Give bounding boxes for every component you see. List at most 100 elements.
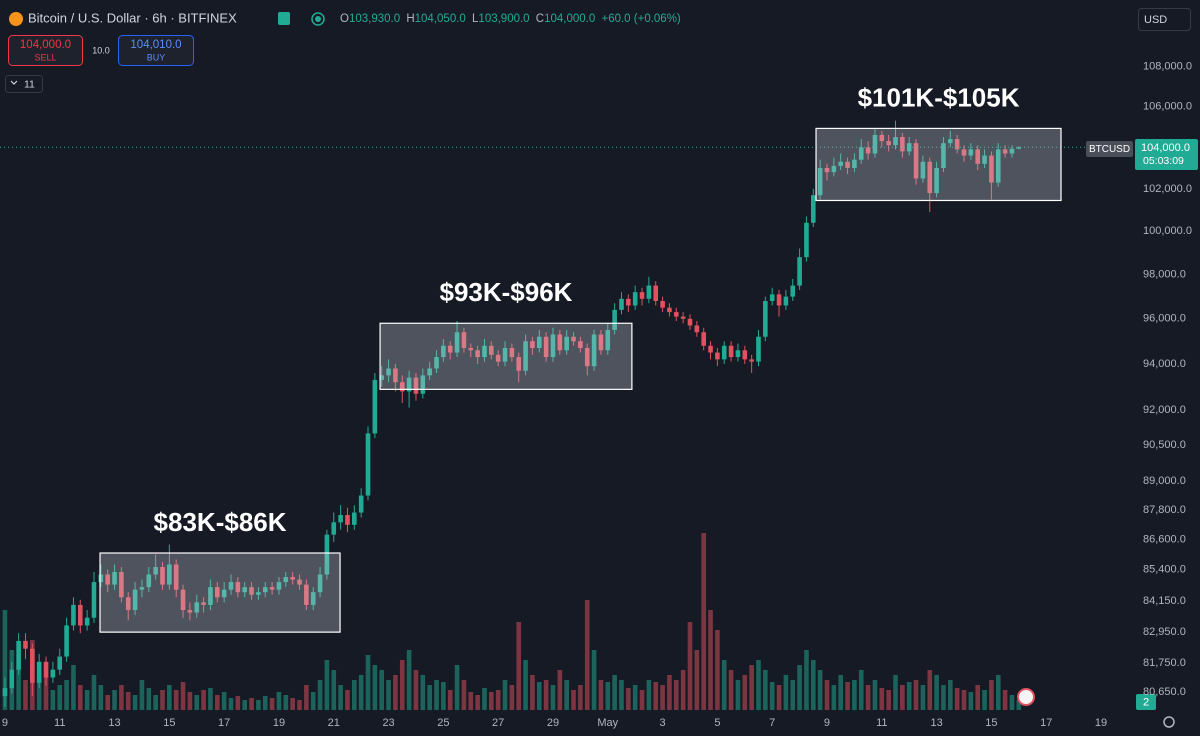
volume-bar — [934, 675, 939, 710]
x-tick-label: 11 — [54, 717, 65, 729]
sell-button[interactable] — [8, 35, 83, 66]
candle-body — [235, 582, 241, 593]
candle-body — [639, 292, 645, 299]
candle-body — [365, 433, 371, 496]
candle-body — [954, 139, 960, 150]
y-tick-label: 106,000.0 — [1143, 100, 1192, 112]
candle-body — [756, 336, 761, 362]
candle-body — [317, 574, 323, 593]
indicator-toggle[interactable] — [5, 75, 43, 93]
status-icon[interactable] — [311, 12, 325, 26]
volume-bar — [564, 680, 569, 710]
candle-body — [852, 159, 857, 168]
candle-body — [372, 379, 378, 434]
candle-body — [564, 336, 569, 351]
candle-body — [660, 301, 665, 308]
candle-body — [667, 307, 672, 313]
volume-bar — [845, 682, 850, 710]
settings-icon[interactable] — [1163, 716, 1175, 728]
volume-bar — [550, 685, 556, 710]
currency-selector[interactable] — [1138, 8, 1191, 31]
x-tick-label: 21 — [328, 717, 340, 729]
symbol-title[interactable]: Bitcoin / U.S. Dollar · 6h · BITFINEX — [28, 10, 237, 25]
candle-body — [132, 589, 138, 611]
volume-bar — [434, 680, 439, 710]
volume-bar — [36, 670, 42, 710]
candle-body — [886, 141, 891, 146]
badge[interactable] — [1136, 694, 1156, 710]
volume-bar — [495, 690, 501, 710]
volume-bar — [214, 695, 220, 710]
volume-bar — [776, 685, 782, 710]
candle-body — [16, 640, 21, 670]
flag-icon[interactable] — [278, 12, 290, 25]
volume-bar — [735, 680, 741, 710]
x-tick-label: 9 — [824, 717, 830, 729]
volume-bar — [310, 692, 316, 710]
candle-body — [810, 195, 816, 223]
y-tick-label: 81,750.0 — [1143, 657, 1186, 669]
y-tick-label: 85,400.0 — [1143, 563, 1186, 575]
volume-bar — [598, 680, 604, 710]
volume-bar — [71, 665, 76, 710]
volume-bar — [276, 692, 282, 710]
volume-bar — [406, 650, 412, 710]
volume-bar — [920, 685, 926, 710]
volume-bar — [1002, 690, 1008, 710]
range-box — [99, 552, 341, 633]
volume-bar — [975, 685, 981, 710]
volume-bar — [872, 680, 878, 710]
volume-bar — [365, 655, 371, 710]
volume-bar — [256, 700, 261, 710]
candle-body — [516, 357, 522, 371]
candle-body — [941, 143, 946, 168]
candle-body — [201, 602, 206, 605]
volume-bar — [160, 690, 165, 710]
candle-body — [673, 312, 679, 317]
events-icon[interactable] — [1017, 688, 1035, 706]
candle-body — [550, 334, 556, 358]
volume-bar — [242, 700, 248, 710]
y-tick-label: 98,000.0 — [1143, 269, 1186, 281]
volume-bar — [948, 680, 953, 710]
x-tick-label: 17 — [218, 717, 230, 729]
y-tick-label: 87,800.0 — [1143, 504, 1186, 516]
y-tick-label: 94,000.0 — [1143, 358, 1186, 370]
candle-body — [283, 577, 289, 583]
volume-bar — [16, 665, 21, 710]
volume-bar — [262, 696, 268, 710]
x-tick-label: 25 — [437, 717, 449, 729]
candle-body — [1002, 149, 1008, 154]
volume-bar — [132, 695, 138, 710]
ohlc-key: O — [340, 13, 349, 25]
volume-bar — [619, 680, 624, 710]
candle-body — [269, 587, 275, 590]
candle-body — [91, 582, 97, 618]
chevron-icon — [10, 80, 18, 85]
candle-body — [934, 167, 939, 194]
x-tick-label: 13 — [108, 717, 120, 729]
candle-body — [783, 296, 789, 306]
volume-bar — [893, 675, 898, 710]
candle-body — [64, 625, 69, 657]
volume-bar — [721, 660, 727, 710]
volume-bar — [763, 670, 768, 710]
candle-body — [221, 589, 227, 598]
candle-body — [386, 368, 391, 376]
volume-bar — [790, 680, 796, 710]
candle-body — [584, 348, 590, 367]
candle-body — [23, 640, 28, 649]
candle-body — [872, 134, 878, 154]
candle-body — [694, 325, 700, 333]
x-tick-label: 15 — [985, 717, 997, 729]
candle-body — [256, 592, 261, 595]
buy-button[interactable] — [118, 35, 194, 66]
candle-body — [721, 345, 727, 360]
candle-body — [153, 566, 158, 575]
volume-bar — [804, 650, 809, 710]
volume-bar — [105, 695, 110, 710]
volume-bar — [749, 665, 754, 710]
candle-body — [858, 147, 864, 160]
volume-bar — [708, 610, 713, 710]
volume-bar — [584, 600, 590, 710]
